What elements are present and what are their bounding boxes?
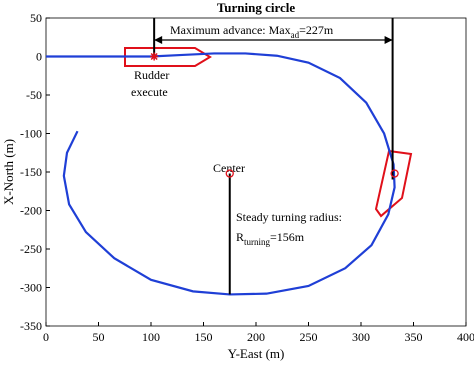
x-tick-label: 200 (247, 330, 265, 344)
x-tick-label: 250 (300, 330, 318, 344)
y-tick-label: -200 (20, 204, 42, 218)
position-marker (390, 169, 399, 178)
annotation-text: =227m (299, 23, 334, 37)
position-marker (225, 169, 234, 178)
y-tick-label: -150 (20, 165, 42, 179)
x-tick-label: 150 (195, 330, 213, 344)
y-tick-label: 0 (36, 50, 42, 64)
rudder-annotation: Rudder (134, 68, 169, 82)
plot-frame (45, 17, 467, 327)
line-series (46, 52, 396, 296)
rudder-marker (150, 52, 159, 61)
rudder-annotation: execute (131, 85, 168, 99)
y-tick-label: -350 (20, 319, 42, 333)
annotation-text: R (236, 230, 244, 244)
annotation-text: =156m (270, 230, 305, 244)
y-axis-label: X-North (m) (1, 139, 16, 205)
x-tick-label: 300 (352, 330, 370, 344)
radius-annotation: Rturning=156m (236, 230, 305, 247)
advance-annotation: Maximum advance: Maxad=227m (170, 23, 334, 40)
y-tick-label: -100 (20, 127, 42, 141)
x-tick-label: 50 (93, 330, 105, 344)
annotation-text: Maximum advance: Max (170, 23, 291, 37)
center-annotation: Center (213, 161, 245, 175)
arrow-head (154, 36, 163, 44)
radius-annotation: Steady turning radius: (236, 210, 342, 224)
y-tick-label: -250 (20, 242, 42, 256)
y-tick-label: -300 (20, 281, 42, 295)
y-tick-label: -50 (26, 88, 42, 102)
ship-outline (374, 149, 413, 218)
chart-title: Turning circle (217, 0, 296, 15)
x-tick-label: 350 (405, 330, 423, 344)
arrow-head (384, 36, 393, 44)
x-tick-label: 0 (43, 330, 49, 344)
x-tick-label: 100 (142, 330, 160, 344)
x-axis-label: Y-East (m) (228, 346, 285, 361)
ship-outline (124, 47, 212, 67)
x-tick-label: 400 (457, 330, 474, 344)
annotation-subscript: turning (244, 237, 270, 247)
y-tick-label: 50 (30, 11, 42, 25)
annotation-subscript: ad (291, 30, 300, 40)
